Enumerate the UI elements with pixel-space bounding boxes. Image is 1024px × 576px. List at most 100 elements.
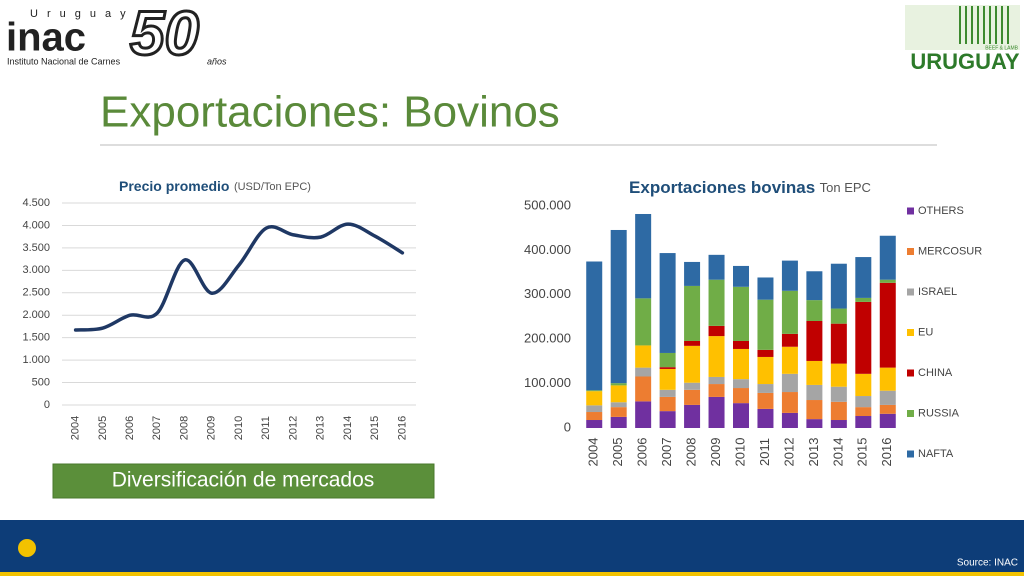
bar-segment (684, 340, 701, 346)
bar-segment (684, 382, 701, 390)
x-tick-label: 2005 (610, 438, 625, 467)
y-tick-label: 1.000 (22, 354, 50, 366)
bar-segment (855, 407, 872, 417)
chart-title: Exportaciones bovinas Ton EPC (629, 178, 871, 197)
bar-segment (733, 340, 749, 349)
bar-segment (635, 298, 652, 346)
logo-name: inac (6, 16, 86, 60)
x-tick-label: 2008 (178, 416, 190, 440)
legend-label: RUSSIA (918, 407, 960, 419)
legend-swatch (907, 329, 914, 336)
bar-segment (757, 299, 774, 350)
bar-segment (781, 290, 798, 334)
logo-grass (905, 5, 1020, 50)
bar-segment (708, 336, 725, 377)
footer-dot (18, 539, 36, 557)
bar-segment (879, 279, 896, 283)
x-tick-label: 2013 (315, 416, 327, 440)
x-tick-label: 2004 (70, 416, 82, 440)
price-line (73, 222, 405, 332)
bar-segment (757, 408, 774, 428)
x-tick-label: 2009 (206, 416, 218, 440)
legend-label: MERCOSUR (918, 245, 982, 257)
bar-segment (830, 420, 847, 428)
bar-segment (586, 420, 603, 428)
bar-segment (635, 376, 652, 402)
bar-segment (610, 385, 627, 403)
bar-segment (708, 279, 725, 326)
legend-swatch (907, 248, 914, 255)
legend-swatch (907, 207, 914, 215)
bar-segment (684, 261, 701, 286)
bar-segment (806, 271, 823, 301)
bar-segment (830, 401, 847, 421)
bar-segment (830, 386, 847, 402)
bar-segment (708, 376, 725, 385)
logo-country: Uruguay (30, 8, 135, 20)
legend-label: OTHERS (918, 205, 964, 217)
bar-segment (659, 411, 676, 428)
bar-segment (733, 388, 749, 404)
bar-segment (684, 389, 701, 405)
footer-band (0, 520, 1024, 572)
legend-label: EU (918, 326, 933, 338)
bar-segment (830, 363, 847, 387)
y-tick-label: 200.000 (524, 331, 571, 346)
bar-segment (879, 390, 896, 405)
bar-segment (659, 253, 676, 353)
bar-segment (781, 260, 798, 291)
y-tick-label: 4.000 (22, 219, 50, 231)
bar-segment (586, 405, 603, 413)
bar-segment (855, 257, 872, 298)
bar-segment (855, 297, 872, 302)
bar-segment (781, 373, 798, 393)
bar-segment (610, 416, 627, 428)
bar-segment (879, 404, 896, 414)
bar-segment (610, 229, 627, 384)
bar-segment (781, 333, 798, 347)
x-tick-label: 2007 (659, 438, 674, 467)
logo-right-name: URUGUAY (910, 49, 1020, 74)
chart-title-unit: (USD/Ton EPC) (234, 181, 311, 193)
footer-stripe (0, 572, 1024, 576)
bar-segment (830, 323, 847, 364)
bar-segment (757, 356, 774, 385)
y-tick-label: 500 (32, 376, 50, 388)
banner-text: Diversificación de mercados (112, 469, 375, 492)
bar-segment (806, 400, 823, 420)
banner-box (52, 463, 435, 499)
bar-segment (659, 396, 676, 412)
bar-segment (733, 379, 749, 389)
logo-anniversary-word: años (207, 56, 227, 66)
bar-segment (684, 404, 701, 428)
bar-segment (879, 282, 896, 368)
bar-segment (781, 412, 798, 428)
x-tick-label: 2014 (342, 416, 354, 440)
y-tick-label: 3.500 (22, 242, 50, 254)
slide-title: Exportaciones: Bovinos (100, 88, 560, 137)
bar-segment (781, 392, 798, 413)
bar-segment (635, 345, 652, 368)
y-tick-label: 400.000 (524, 242, 571, 257)
x-tick-label: 2011 (757, 438, 772, 466)
legend-label: ISRAEL (918, 286, 957, 298)
chart-title-main: Precio promedio (119, 178, 229, 194)
x-tick-label: 2011 (260, 416, 272, 440)
y-tick-label: 300.000 (524, 286, 571, 301)
bar-segment (733, 348, 749, 380)
bar-segment (806, 384, 823, 401)
bar-segment (610, 402, 627, 408)
x-tick-label: 2006 (635, 438, 650, 467)
bar-segment (684, 285, 701, 341)
bar-segment (757, 277, 774, 300)
x-tick-label: 2004 (586, 438, 601, 467)
bar-segment (610, 407, 627, 417)
legend-swatch (907, 450, 914, 458)
bar-segment (855, 416, 872, 428)
bar-segment (586, 390, 603, 392)
bar-segment (855, 396, 872, 408)
bar-segment (586, 412, 603, 421)
x-tick-label: 2012 (781, 438, 796, 467)
bar-segment (659, 368, 676, 390)
bar-segment (684, 345, 701, 383)
